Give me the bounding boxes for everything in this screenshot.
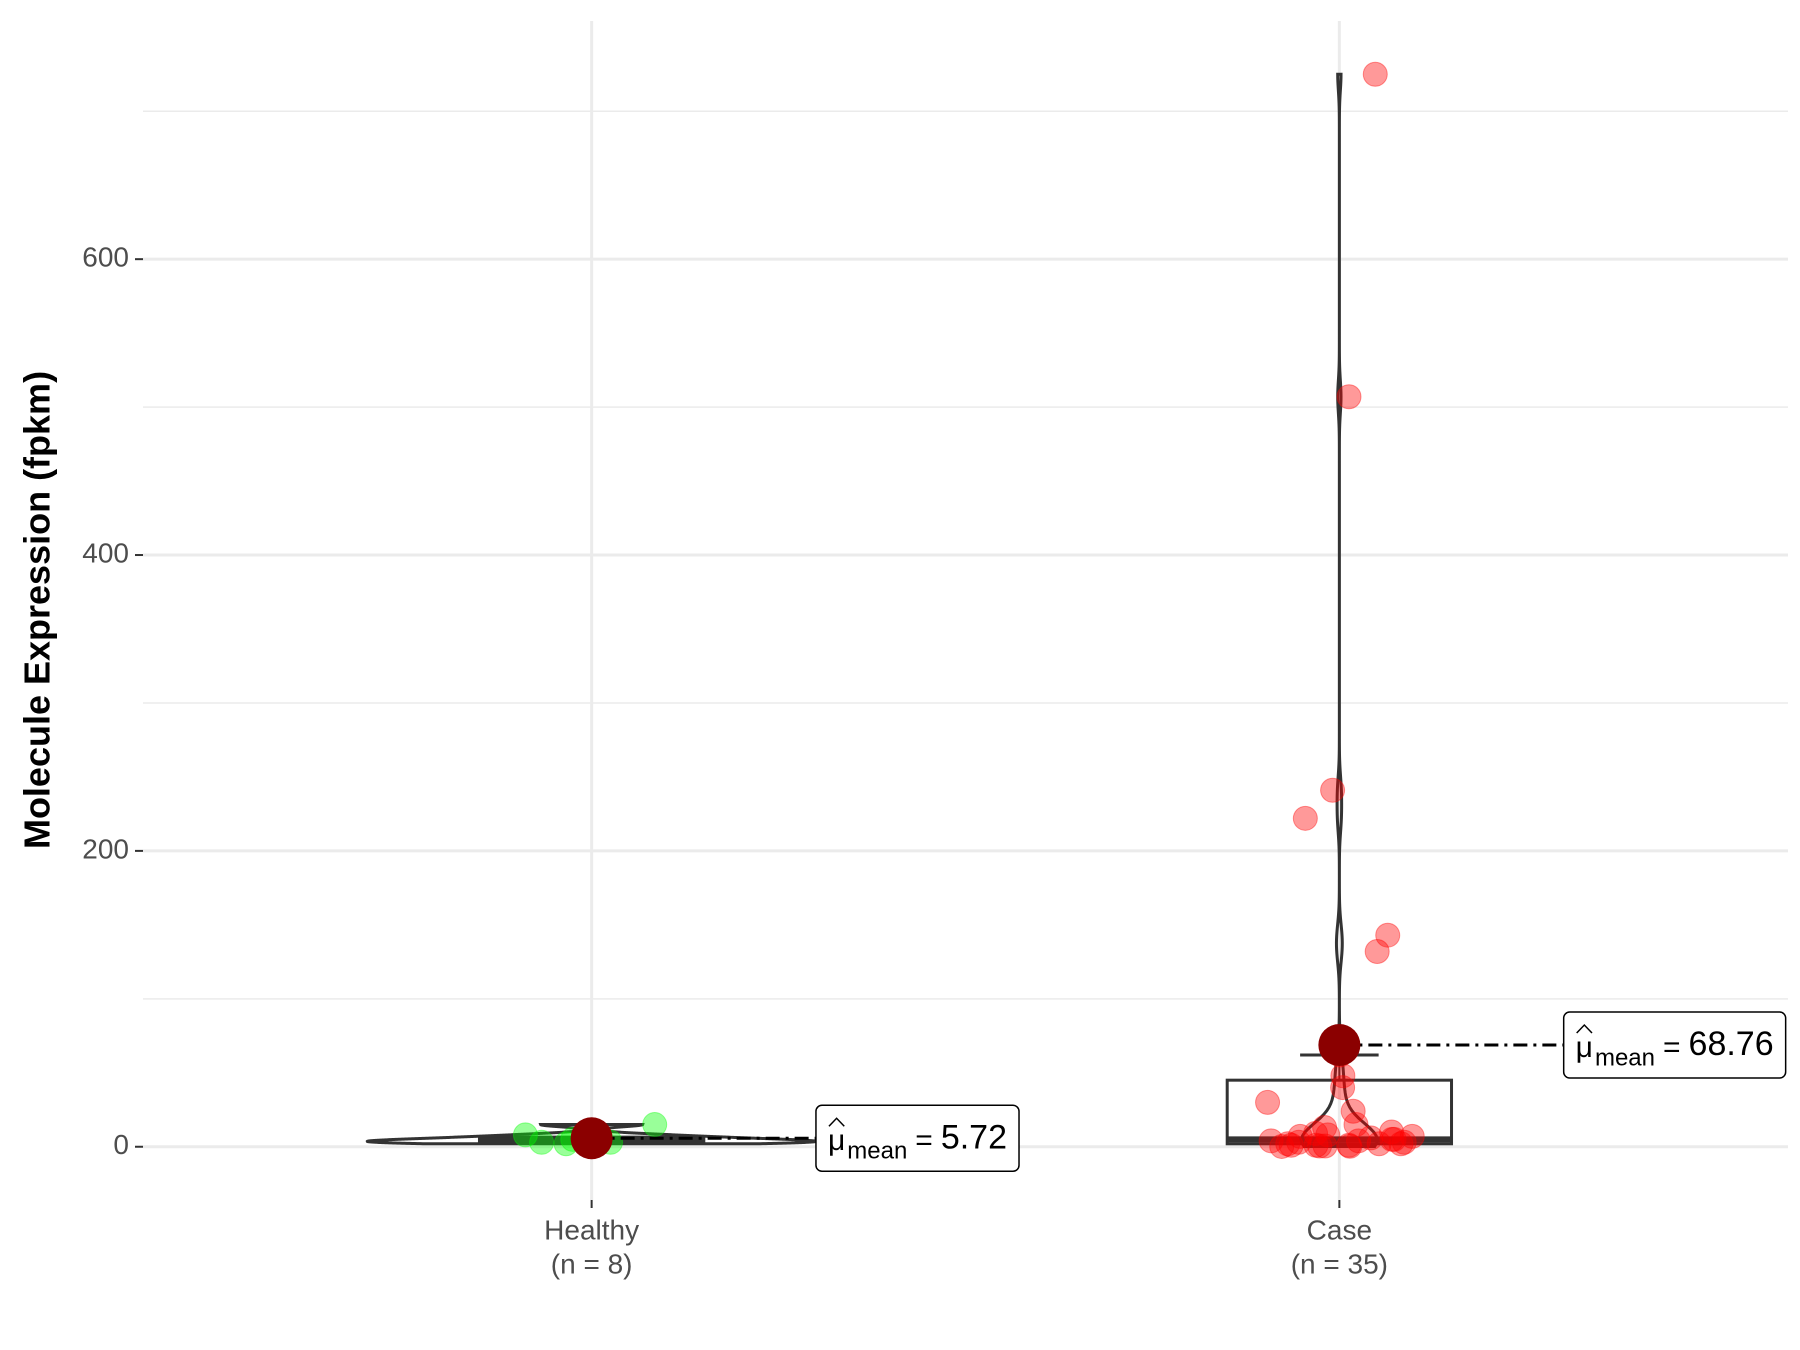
data-point bbox=[1312, 1133, 1338, 1159]
data-point bbox=[1269, 1133, 1295, 1159]
mean-point bbox=[570, 1117, 613, 1160]
mean-value: 68.76 bbox=[1689, 1025, 1774, 1063]
data-point bbox=[1255, 1089, 1281, 1115]
data-point bbox=[1303, 1132, 1329, 1158]
data-point bbox=[1258, 1128, 1284, 1154]
data-point bbox=[1292, 805, 1318, 831]
data-point bbox=[1364, 938, 1390, 964]
data-point bbox=[1340, 1098, 1366, 1124]
data-point bbox=[512, 1122, 538, 1148]
data-point bbox=[1346, 1128, 1372, 1154]
mean-hat bbox=[828, 1117, 845, 1127]
mean-subscript: mean bbox=[847, 1138, 907, 1165]
data-point bbox=[1315, 1122, 1341, 1148]
mean-equals: = bbox=[915, 1124, 933, 1157]
x-tick-label: Healthy bbox=[544, 1214, 639, 1245]
data-point bbox=[1399, 1123, 1425, 1149]
mean-label-box bbox=[1562, 1011, 1787, 1079]
data-point bbox=[1286, 1129, 1312, 1155]
data-point bbox=[1375, 922, 1401, 948]
x-tick-sublabel: (n = 8) bbox=[551, 1248, 633, 1279]
box bbox=[1225, 1078, 1454, 1146]
violin bbox=[365, 1123, 818, 1146]
data-point bbox=[1287, 1123, 1313, 1149]
data-point bbox=[1358, 1125, 1384, 1151]
mean-equals: = bbox=[1663, 1031, 1681, 1064]
mean-hat bbox=[1576, 1023, 1593, 1034]
data-point bbox=[1303, 1120, 1329, 1146]
violin bbox=[1299, 72, 1379, 1148]
data-point bbox=[1336, 384, 1362, 410]
y-axis-title: Molecule Expression (fpkm) bbox=[17, 371, 58, 849]
data-point bbox=[1337, 1133, 1363, 1159]
mean-symbol: μ bbox=[828, 1124, 845, 1157]
data-point bbox=[529, 1129, 555, 1155]
mean-value: 5.72 bbox=[941, 1118, 1007, 1156]
mean-symbol: μ bbox=[1576, 1031, 1593, 1064]
data-point bbox=[1379, 1119, 1405, 1145]
data-point bbox=[1366, 1131, 1392, 1157]
mean-label: μ mean = 68.76 bbox=[1562, 1011, 1787, 1079]
mean-point bbox=[1318, 1024, 1361, 1067]
data-point bbox=[1307, 1133, 1333, 1159]
data-point bbox=[1379, 1126, 1405, 1152]
y-tick-label: 0 bbox=[113, 1129, 129, 1160]
data-point bbox=[1278, 1132, 1304, 1158]
data-point bbox=[1343, 1112, 1369, 1138]
y-tick-label: 400 bbox=[82, 537, 129, 568]
x-tick-label: Case bbox=[1307, 1214, 1372, 1245]
mean-label: μ mean = 5.72 bbox=[815, 1104, 1020, 1173]
data-point bbox=[1312, 1115, 1338, 1141]
data-point bbox=[1336, 1132, 1362, 1158]
mean-subscript: mean bbox=[1595, 1044, 1655, 1071]
data-point bbox=[1362, 61, 1388, 87]
y-tick-label: 600 bbox=[82, 242, 129, 273]
data-point bbox=[1275, 1131, 1301, 1157]
x-tick-sublabel: (n = 35) bbox=[1291, 1248, 1388, 1279]
data-point bbox=[1330, 1075, 1356, 1101]
y-tick-label: 200 bbox=[82, 833, 129, 864]
data-point bbox=[642, 1112, 668, 1138]
mean-label-box bbox=[815, 1104, 1020, 1173]
data-point bbox=[1388, 1131, 1414, 1157]
data-point bbox=[1381, 1126, 1407, 1152]
data-point bbox=[1320, 777, 1346, 803]
data-point bbox=[1391, 1129, 1417, 1155]
